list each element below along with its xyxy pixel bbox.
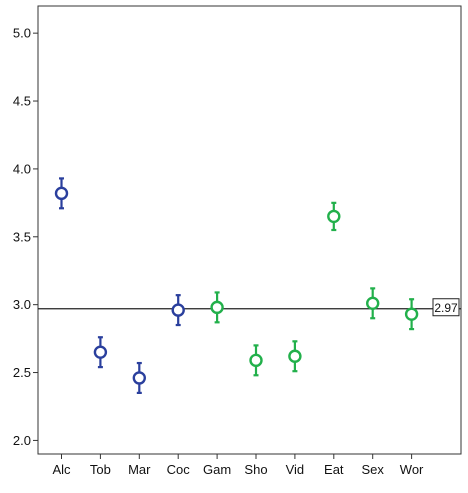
data-point-coc — [171, 294, 185, 327]
mean-marker — [93, 345, 108, 359]
x-tick-label: Eat — [324, 462, 344, 477]
reference-label: 2.97 — [434, 301, 458, 315]
data-point-gam — [210, 291, 224, 324]
x-tick-label: Gam — [203, 462, 231, 477]
mean-marker — [249, 353, 263, 368]
data-point-sex — [366, 287, 380, 320]
data-point-tob — [93, 336, 108, 369]
mean-marker — [210, 300, 224, 315]
data-point-eat — [327, 201, 341, 232]
x-tick-label: Vid — [286, 462, 305, 477]
data-point-wor — [404, 298, 419, 331]
y-tick-label: 2.5 — [13, 365, 31, 380]
y-tick-label: 5.0 — [13, 26, 31, 41]
y-tick-label: 4.0 — [13, 161, 31, 176]
y-axis: 2.0 2.5 3.0 3.5 4.0 4.5 5.0 — [13, 26, 38, 448]
mean-marker — [404, 307, 419, 321]
y-tick-label: 4.5 — [13, 94, 31, 109]
data-point-mar — [132, 361, 147, 395]
mean-marker — [327, 209, 341, 224]
mean-marker — [288, 349, 302, 363]
x-tick-label: Coc — [167, 462, 191, 477]
y-tick-label: 3.5 — [13, 229, 31, 244]
data-point-vid — [288, 340, 302, 373]
data-point-sho — [249, 344, 263, 377]
y-tick-label: 3.0 — [13, 297, 31, 312]
x-tick-label: Sho — [244, 462, 267, 477]
x-tick-label: Sex — [361, 462, 384, 477]
x-tick-label: Alc — [52, 462, 71, 477]
x-tick-label: Wor — [400, 462, 424, 477]
mean-marker — [54, 186, 69, 201]
x-tick-label: Mar — [128, 462, 151, 477]
mean-marker — [171, 303, 185, 317]
plot-area — [37, 5, 462, 455]
mean-marker — [366, 296, 380, 311]
x-axis: Alc Tob Mar Coc Gam Sho Vid Eat Sex Wor — [52, 454, 424, 477]
reference-line-group: 2.97 — [38, 298, 461, 317]
x-tick-label: Tob — [90, 462, 111, 477]
data-point-alc — [54, 177, 69, 210]
data-points — [54, 177, 419, 395]
reference-label-box — [432, 298, 460, 317]
mean-marker — [132, 371, 147, 385]
y-tick-label: 2.0 — [13, 433, 31, 448]
